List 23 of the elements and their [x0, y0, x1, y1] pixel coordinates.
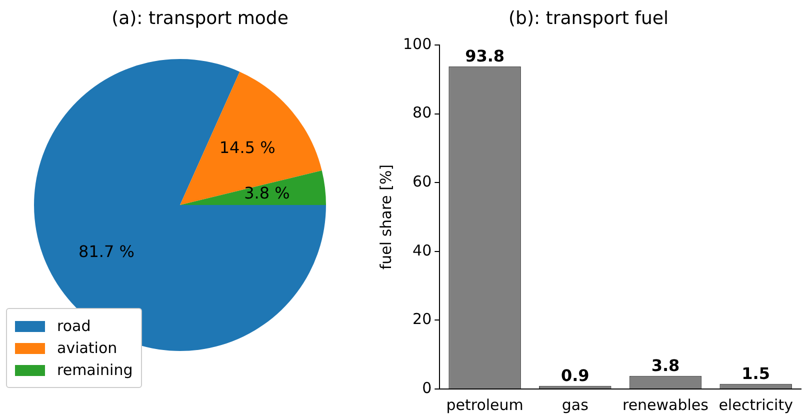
y-tick-label: 100 [402, 34, 432, 53]
y-tick-label: 0 [422, 378, 432, 397]
y-tick-label: 60 [412, 172, 432, 190]
y-tick-label: 20 [412, 310, 432, 328]
chart-title: (a): transport mode [110, 8, 290, 29]
y-tick-label: 40 [412, 241, 432, 260]
data-label: 0.9 [560, 366, 590, 386]
data-label: 14.5 % [219, 138, 276, 158]
data-label: 3.8 % [244, 184, 290, 203]
y-axis-title: fuel share [%] [376, 164, 395, 270]
x-tick-label: gas [562, 396, 589, 414]
x-tick-label: electricity [718, 396, 794, 414]
y-tick-label: 80 [412, 104, 432, 122]
data-label: 81.7 % [78, 242, 134, 261]
legend-label: aviation [57, 339, 118, 357]
data-label: 1.5 [742, 364, 770, 383]
x-tick-label: petroleum [446, 396, 524, 414]
data-label: 93.8 [465, 46, 505, 66]
chart-title: (b): transport fuel [508, 8, 670, 29]
legend-label: road [57, 317, 91, 335]
x-tick-label: renewables [622, 396, 709, 414]
legend-label: remaining [57, 361, 133, 379]
data-label: 3.8 [651, 356, 680, 376]
